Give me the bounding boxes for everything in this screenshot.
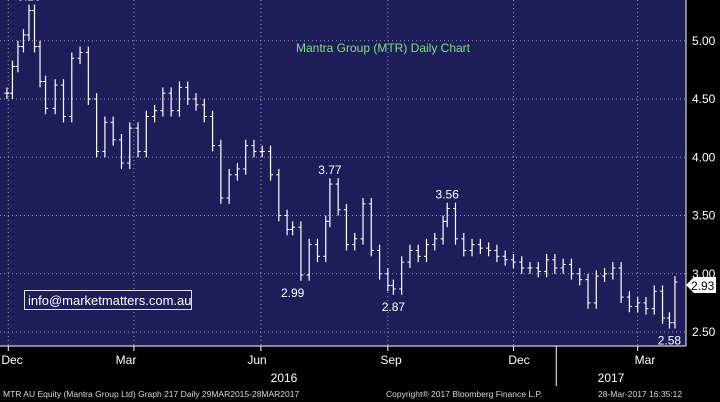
x-year-label: 2016 (271, 371, 298, 385)
price-annotation: 5.26 (17, 0, 41, 3)
y-tick-label: 3.50 (692, 209, 716, 223)
x-tick-label: Dec (508, 353, 529, 367)
footer-copyright: Copyright® 2017 Bloomberg Finance L.P. (386, 389, 543, 399)
price-series (4, 4, 678, 329)
chart-title: Mantra Group (MTR) Daily Chart (296, 41, 471, 55)
footer-security-info: MTR AU Equity (Mantra Group Ltd) Graph 2… (3, 389, 300, 399)
plot-background (0, 0, 686, 346)
price-annotation: 2.87 (382, 300, 406, 314)
last-price-label: 2.93 (691, 279, 715, 293)
y-tick-label: 4.50 (692, 92, 716, 106)
contact-email[interactable]: info@marketmatters.com.au (24, 290, 192, 310)
footer-bar: MTR AU Equity (Mantra Group Ltd) Graph 2… (0, 386, 720, 402)
footer-timestamp: 28-Mar-2017 16:35:12 (598, 389, 683, 399)
y-tick-label: 2.50 (692, 325, 716, 339)
price-annotation: 2.58 (658, 334, 682, 348)
x-tick-label: Sep (380, 353, 402, 367)
price-chart: 5.004.504.003.503.002.50 Dec Mar Jun Sep Dec… (0, 0, 716, 386)
price-annotation: 3.56 (436, 188, 460, 202)
price-annotation: 2.99 (281, 286, 305, 300)
y-tick-label: 5.00 (692, 34, 716, 48)
x-tick-label: Mar (635, 353, 656, 367)
last-price-tag: 2.93 (686, 277, 716, 293)
x-year-label: 2017 (598, 371, 625, 385)
x-tick-label: Mar (116, 353, 137, 367)
y-tick-label: 4.00 (692, 150, 716, 164)
y-axis: 5.004.504.003.503.002.50 (685, 0, 716, 346)
x-axis: Dec Mar Jun Sep Dec Mar 2016 2017 (0, 345, 686, 386)
x-tick-label: Jun (247, 353, 266, 367)
price-annotations: 5.26 3.77 3.56 2.99 2.87 2.58 (17, 0, 681, 348)
x-tick-label: Dec (1, 353, 22, 367)
price-annotation: 3.77 (318, 163, 342, 177)
